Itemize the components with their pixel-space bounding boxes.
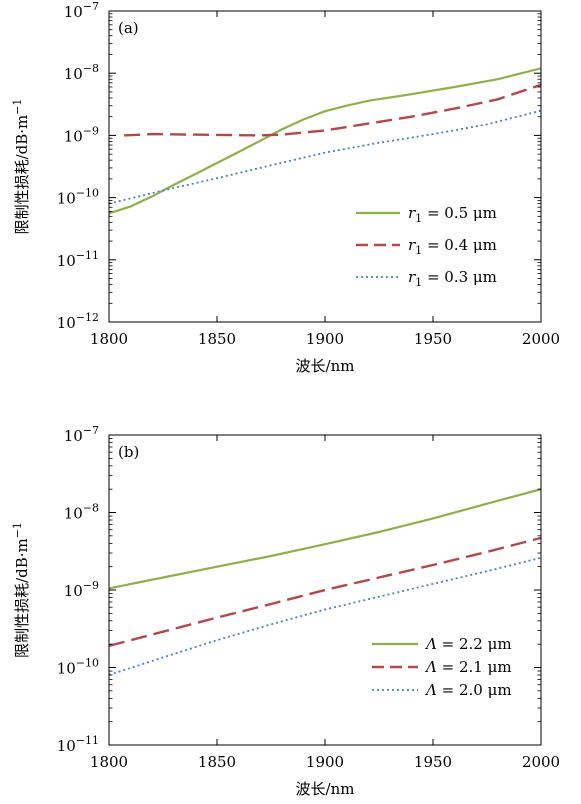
panel-label: (b) — [118, 443, 139, 461]
y-tick-label: 10−10 — [57, 657, 99, 678]
x-tick-label: 1850 — [198, 330, 236, 348]
series-line-3 — [109, 109, 541, 205]
y-tick-label: 10−11 — [57, 734, 99, 755]
legend: Λ = 2.2 μm Λ = 2.1 μm Λ = 2.0 μm — [372, 635, 512, 699]
x-tick-label: 1950 — [414, 330, 452, 348]
chart-panel-b: 1800 1850 1900 1950 2000 10−11 10−10 10−9 10−8 10… — [11, 424, 560, 798]
legend-label-1: Λ = 2.2 μm — [424, 635, 512, 653]
series-line-3 — [109, 556, 541, 676]
x-tick-label: 1800 — [90, 753, 128, 771]
y-axis-label: 限制性损耗/dB·m−1 — [11, 99, 31, 235]
legend: r1 = 0.5 μm r1 = 0.4 μm r1 = 0.3 μm — [356, 204, 497, 289]
x-tick-label: 1800 — [90, 330, 128, 348]
x-tick-label: 2000 — [522, 753, 560, 771]
series-line-2 — [124, 83, 541, 137]
legend-label-2: r1 = 0.4 μm — [408, 236, 497, 257]
y-tick-label: 10−7 — [64, 0, 99, 21]
x-tick-label: 2000 — [522, 330, 560, 348]
x-tick-label: 1850 — [198, 753, 236, 771]
chart-panel-a: 1800 1850 1900 1950 2000 10−12 10−11 10−10 10−9 1… — [11, 0, 560, 375]
legend-label-2: Λ = 2.1 μm — [424, 658, 512, 676]
y-tick-label: 10−8 — [64, 62, 99, 83]
panel-label: (a) — [118, 19, 139, 37]
x-tick-label: 1900 — [306, 753, 344, 771]
y-tick-label: 10−7 — [64, 424, 99, 445]
legend-label-1: r1 = 0.5 μm — [408, 204, 497, 225]
x-axis-label: 波长/nm — [296, 357, 355, 375]
x-tick-label: 1900 — [306, 330, 344, 348]
y-tick-label: 10−11 — [57, 249, 99, 270]
x-axis-label: 波长/nm — [296, 780, 355, 798]
series-line-1 — [109, 67, 541, 215]
series-line-1 — [109, 488, 541, 590]
y-tick-label: 10−9 — [64, 579, 99, 600]
y-tick-label: 10−12 — [57, 311, 99, 332]
x-tick-label: 1950 — [414, 753, 452, 771]
legend-label-3: Λ = 2.0 μm — [424, 681, 512, 699]
y-axis-label: 限制性损耗/dB·m−1 — [11, 522, 31, 658]
y-tick-label: 10−10 — [57, 187, 99, 208]
y-tick-label: 10−8 — [64, 502, 99, 523]
series-line-2 — [109, 536, 541, 648]
y-tick-label: 10−9 — [64, 124, 99, 145]
legend-label-3: r1 = 0.3 μm — [408, 268, 497, 289]
